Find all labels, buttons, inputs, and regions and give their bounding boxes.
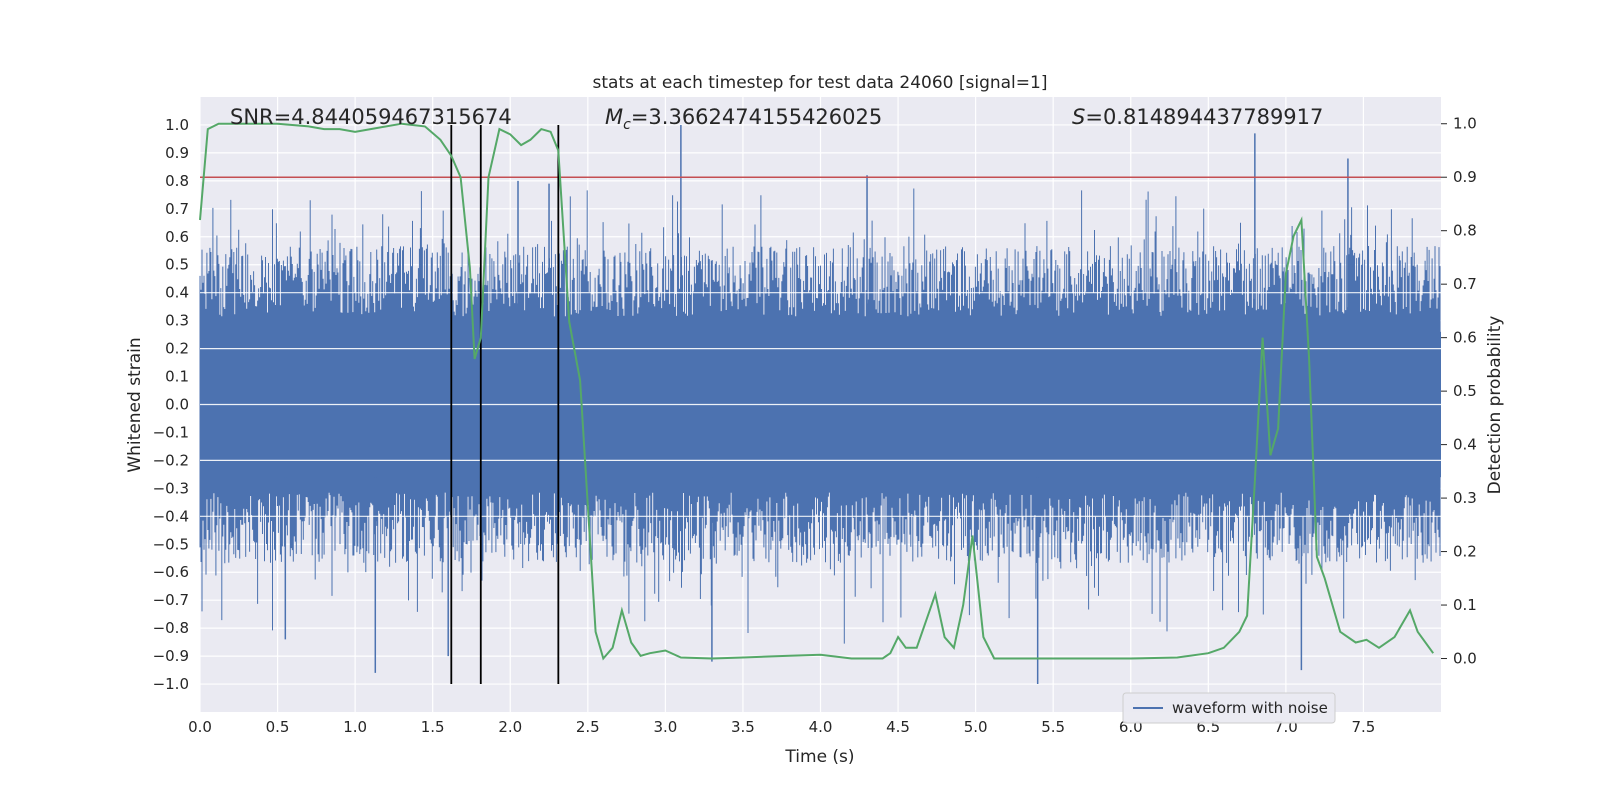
- y-tick-label-left: −0.8: [153, 619, 189, 637]
- x-tick-label: 4.0: [809, 718, 833, 736]
- probability-series: [199, 122, 1435, 661]
- x-tick-label: 5.0: [964, 718, 988, 736]
- y-tick-label-left: 0.9: [165, 144, 189, 162]
- chart-title: stats at each timestep for test data 240…: [593, 73, 1048, 93]
- y-tick-label-right: 0.0: [1453, 650, 1477, 668]
- legend: waveform with noise: [1122, 692, 1336, 724]
- waveform-series: [199, 124, 1441, 685]
- y-axis-label-right: Detection probability: [1485, 316, 1505, 495]
- y-tick-label-left: −0.7: [153, 591, 189, 609]
- x-tick-label: 5.5: [1041, 718, 1065, 736]
- x-tick-label: 1.5: [421, 718, 445, 736]
- y-tick-label-left: −0.6: [153, 563, 189, 581]
- y-axis-label-left: Whitened strain: [125, 337, 145, 472]
- y-tick-label-left: 0.0: [165, 396, 189, 414]
- y-tick-label-right: 0.6: [1453, 329, 1477, 347]
- y-tick-label-left: −0.1: [153, 423, 189, 441]
- y-tick-label-right: 0.8: [1453, 222, 1477, 240]
- x-tick-label: 7.5: [1352, 718, 1376, 736]
- y-tick-label-left: 0.2: [165, 340, 189, 358]
- y-tick-label-left: −0.2: [153, 451, 189, 469]
- x-tick-label: 2.0: [498, 718, 522, 736]
- snr-annotation: SNR=4.844059467315674: [230, 105, 512, 129]
- x-tick-label: 1.0: [343, 718, 367, 736]
- y-tick-label-left: −1.0: [153, 675, 189, 693]
- y-tick-label-left: −0.5: [153, 535, 189, 553]
- y-tick-label-left: 0.1: [165, 368, 189, 386]
- s-value: =0.814894437789917: [1085, 105, 1323, 129]
- y-tick-label-left: 0.7: [165, 200, 189, 218]
- x-tick-label: 0.0: [188, 718, 212, 736]
- x-tick-label: 2.5: [576, 718, 600, 736]
- chirp-mass-value: =3.3662474155426025: [631, 105, 882, 129]
- y-tick-label-right: 0.1: [1453, 596, 1477, 614]
- y-tick-labels-left: 1.0 0.9 0.8 0.7 0.6 0.5 0.4 0.3 0.2 0.1 0.0 −0.1 −0.…: [153, 116, 189, 693]
- chirp-mass-annotation: Mc=3.3662474155426025: [605, 105, 882, 133]
- chirp-mass-subscript: c: [623, 117, 631, 133]
- s-annotation: S=0.814894437789917: [1072, 105, 1323, 129]
- y-tick-labels-right: 1.0 0.9 0.8 0.7 0.6 0.5 0.4 0.3 0.2 0.1 0.0: [1441, 115, 1477, 668]
- legend-box: [1122, 692, 1336, 724]
- x-tick-label: 0.5: [266, 718, 290, 736]
- x-axis-label: Time (s): [784, 747, 854, 767]
- vertical-markers: [450, 124, 560, 685]
- y-tick-label-left: 0.8: [165, 172, 189, 190]
- x-tick-label: 3.0: [653, 718, 677, 736]
- y-tick-label-right: 0.3: [1453, 489, 1477, 507]
- y-tick-label-left: −0.4: [153, 507, 189, 525]
- x-tick-label: 3.5: [731, 718, 755, 736]
- y-tick-label-left: 0.4: [165, 284, 189, 302]
- y-tick-label-right: 0.5: [1453, 382, 1477, 400]
- y-tick-label-left: 0.5: [165, 256, 189, 274]
- y-tick-label-right: 0.2: [1453, 543, 1477, 561]
- x-tick-label: 4.5: [886, 718, 910, 736]
- chirp-mass-symbol: M: [605, 105, 623, 129]
- legend-label: waveform with noise: [1172, 699, 1328, 717]
- probability-line: [199, 122, 1435, 661]
- y-tick-label-left: −0.9: [153, 647, 189, 665]
- y-tick-label-left: 1.0: [165, 116, 189, 134]
- y-tick-label-right: 0.4: [1453, 436, 1477, 454]
- y-tick-label-left: −0.3: [153, 479, 189, 497]
- s-symbol: S: [1072, 105, 1085, 129]
- y-tick-label-right: 0.9: [1453, 168, 1477, 186]
- y-tick-label-right: 0.7: [1453, 275, 1477, 293]
- y-tick-label-right: 1.0: [1453, 115, 1477, 133]
- y-tick-label-left: 0.6: [165, 228, 189, 246]
- y-tick-label-left: 0.3: [165, 312, 189, 330]
